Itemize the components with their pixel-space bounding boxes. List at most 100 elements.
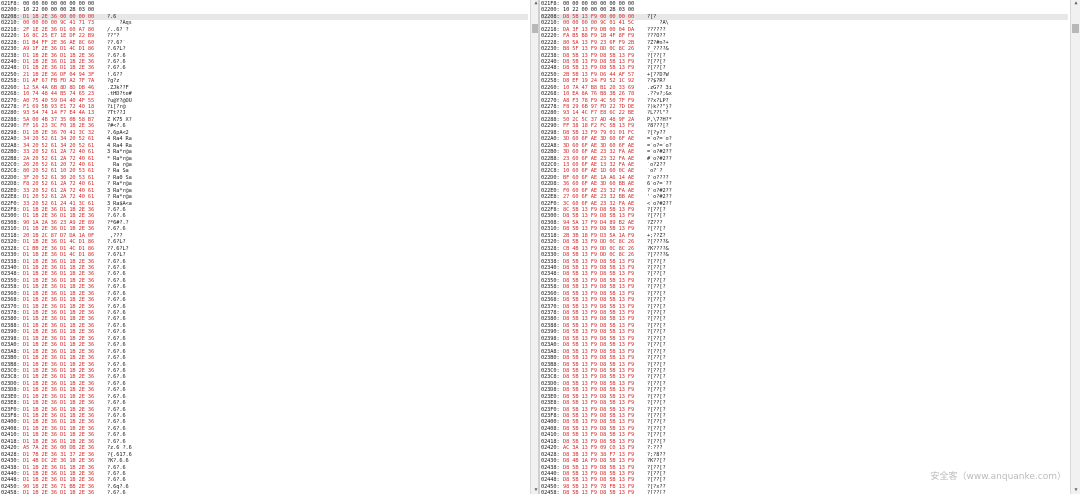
hex-row[interactable]: 02458: D1 1B 2E 36 D1 1B 2E 36 ?.6?.6 (1, 490, 528, 494)
hex-row[interactable]: 02240: D1 1B 2E 36 D1 1B 2E 36 ?.6?.6 (1, 59, 528, 65)
hex-row[interactable]: 02338: D1 1B 2E 36 D1 1B 2E 36 ?.6?.6 (1, 259, 528, 265)
hex-row[interactable]: 02278: F1 69 5B 93 E1 72 40 18 ?i[?r@ (1, 104, 528, 110)
hex-row[interactable]: 02280: 93 14 4C F7 E8 6C 22 BE ?L??l"? (541, 110, 1068, 116)
hex-row[interactable]: 023C0: D8 5B 13 F9 D8 5B 13 F9 ?[??[? (541, 368, 1068, 374)
hex-row[interactable]: 02308: 94 5A 17 F9 D4 89 B2 AE ?Z??? (541, 220, 1068, 226)
hex-row[interactable]: 02208: D1 1B 2E 36 00 00 00 00 ?.6 (1, 13, 528, 21)
hex-row[interactable]: 022B8: 2A 20 52 61 2A 72 40 61 * Ra*r@a (1, 156, 528, 162)
hex-row[interactable]: 02348: D8 5B 13 F9 D8 5B 13 F9 ?[??[? (541, 271, 1068, 277)
hex-row[interactable]: 022D0: 3F 20 52 61 30 20 53 61 ? Ra0 Sa (1, 175, 528, 181)
hex-row[interactable]: 023C8: D1 1B 2E 36 D1 1B 2E 36 ?.6?.6 (1, 374, 528, 380)
hex-row[interactable]: 021F8: 00 00 00 00 00 00 00 00 (1, 1, 528, 7)
right-hex-pane[interactable]: 021F8: 00 00 00 00 00 00 00 00 02200: 10 22… (540, 0, 1080, 494)
hex-row[interactable]: 02358: D1 1B 2E 36 D1 1B 2E 36 ?.6?.6 (1, 284, 528, 290)
hex-row[interactable]: 02388: D1 1B 2E 36 D1 1B 2E 36 ?.6?.6 (1, 323, 528, 329)
hex-row[interactable]: 022C0: 13 60 6F AE 13 32 FA AE `o?2?? (541, 162, 1068, 168)
hex-row[interactable]: 02368: D1 1B 2E 36 D1 1B 2E 36 ?.6?.6 (1, 297, 528, 303)
hex-row[interactable]: 02378: D8 5B 13 F9 D8 5B 13 F9 ?[??[? (541, 310, 1068, 316)
hex-row[interactable]: 02268: 10 EA 8A 76 B8 3B 26 78 .??v?;&x (541, 91, 1068, 97)
hex-row[interactable]: 022F8: 8C 5B 13 F9 D8 5B 13 F9 ?[??[? (541, 207, 1068, 213)
hex-row[interactable]: 02298: D8 5B 13 F9 79 01 01 FC ?[?y?? (541, 130, 1068, 136)
hex-row[interactable]: 023E0: D1 1B 2E 36 D1 1B 2E 36 ?.6?.6 (1, 394, 528, 400)
hex-row[interactable]: 023E8: D8 5B 13 F9 D8 5B 13 F9 ?[??[? (541, 400, 1068, 406)
hex-row[interactable]: 02450: 90 1B 2E 36 71 BB 2E 36 ?.6q?.6 (1, 484, 528, 490)
hex-row[interactable]: 023F0: D1 1B 2E 36 D1 1B 2E 36 ?.6?.6 (1, 407, 528, 413)
hex-row[interactable]: 02260: 12 5A 4A 6B 8D 8D DB 46 .ZJk??F (1, 85, 528, 91)
hex-row[interactable]: 02350: D8 5B 13 F9 D8 5B 13 F9 ?[??[? (541, 278, 1068, 284)
hex-row[interactable]: 022E0: F0 60 6F AE 23 32 FA AE ?`o?#2?? (541, 188, 1068, 194)
hex-row[interactable]: 02290: FF 16 23 3C F0 1B 2E 36 ?#<?.6 (1, 123, 528, 129)
hex-row[interactable]: 023B8: D1 1B 2E 36 D1 1B 2E 36 ?.6?.6 (1, 362, 528, 368)
hex-row[interactable]: 02270: A0 75 40 59 D4 40 4F 55 ?u@Y?@OU (1, 98, 528, 104)
hex-row[interactable]: 021F8: 00 00 00 00 00 00 00 00 (541, 1, 1068, 7)
hex-row[interactable]: 02410: D8 5B 13 F9 D8 5B 13 F9 ?[??[? (541, 432, 1068, 438)
hex-row[interactable]: 023D0: D8 5B 13 F9 D8 5B 13 F9 ?[??[? (541, 381, 1068, 387)
hex-row[interactable]: 02350: D1 1B 2E 36 D1 1B 2E 36 ?.6?.6 (1, 278, 528, 284)
hex-row[interactable]: 023A8: D1 1B 2E 36 D1 1B 2E 36 ?.6?.6 (1, 349, 528, 355)
hex-row[interactable]: 023E0: D8 5B 13 F9 D8 5B 13 F9 ?[??[? (541, 394, 1068, 400)
hex-row[interactable]: 02290: FF 38 18 F2 FC 5B 13 F9 ?8???[? (541, 123, 1068, 129)
hex-row[interactable]: 023F0: D8 5B 13 F9 D8 5B 13 F9 ?[??[? (541, 407, 1068, 413)
hex-row[interactable]: 02328: C1 BB 2E 36 D1 4C D1 86 ??.6?L? (1, 246, 528, 252)
hex-row[interactable]: 02430: D1 4B DC 2E 36 1B 2E 36 ?K?.6.6 (1, 458, 528, 464)
hex-row[interactable]: 02400: D1 1B 2E 36 D1 1B 2E 36 ?.6?.6 (1, 419, 528, 425)
hex-row[interactable]: 02448: D1 1B 2E 36 D1 1B 2E 36 ?.6?.6 (1, 477, 528, 483)
hex-row[interactable]: 02218: 2F 1E 2E 36 D1 60 A7 80 /..6?`? (1, 27, 528, 33)
hex-row[interactable]: 02370: D1 1B 2E 36 D1 1B 2E 36 ?.6?.6 (1, 304, 528, 310)
hex-row[interactable]: 02230: B8 5F 13 F9 DD 0C 8C 26 ?_????& (541, 46, 1068, 52)
hex-row[interactable]: 02238: D8 5B 13 F9 D8 5B 13 F9 ?[??[? (541, 53, 1068, 59)
hex-row[interactable]: 022D8: 36 60 6F AE 3D 60 BB AE 6`o?=`?? (541, 181, 1068, 187)
hex-row[interactable]: 02240: D8 5B 13 F9 D8 5B 13 F9 ?[??[? (541, 59, 1068, 65)
hex-row[interactable]: 023B0: D1 1B 2E 36 D1 1B 2E 36 ?.6?.6 (1, 355, 528, 361)
hex-row[interactable]: 02238: D1 1B 2E 36 D1 1B 2E 36 ?.6?.6 (1, 53, 528, 59)
hex-row[interactable]: 022B8: 23 60 6F AE 23 32 FA AE #`o?#2?? (541, 156, 1068, 162)
hex-row[interactable]: 02318: 2B 3B 18 F9 D3 5A 1A F9 +;??Z? (541, 233, 1068, 239)
hex-row[interactable]: 02330: D1 1B 2E 36 D1 4C D1 86 ?.6?L? (1, 252, 528, 258)
hex-row[interactable]: 02330: D8 5B 13 F9 DD 0C 8C 26 ?[????& (541, 252, 1068, 258)
hex-row[interactable]: 023B0: D8 5B 13 F9 D8 5B 13 F9 ?[??[? (541, 355, 1068, 361)
hex-row[interactable]: 02360: D1 1B 2E 36 D1 1B 2E 36 ?.6?.6 (1, 291, 528, 297)
hex-row[interactable]: 02418: D1 1B 2E 36 D1 1B 2E 36 ?.6?.6 (1, 439, 528, 445)
hex-row[interactable]: 02368: D8 5B 13 F9 D8 5B 13 F9 ?[??[? (541, 297, 1068, 303)
hex-row[interactable]: 02390: D8 5B 13 F9 D8 5B 13 F9 ?[??[? (541, 329, 1068, 335)
left-scroll-thumb[interactable] (532, 24, 539, 33)
hex-row[interactable]: 02320: D1 1B 2E 36 D1 4C D1 86 ?.6?L? (1, 239, 528, 245)
hex-row[interactable]: 02418: D8 5B 13 F9 D8 5B 13 F9 ?[??[? (541, 439, 1068, 445)
scroll-down-arrow-icon[interactable]: ▼ (534, 487, 538, 493)
left-hex-pane[interactable]: 021F8: 00 00 00 00 00 00 00 00 02200: 10 22… (0, 0, 540, 494)
hex-row[interactable]: 022A8: 3D 60 6F AE 3D 60 6F AE =`o?=`o? (541, 143, 1068, 149)
hex-row[interactable]: 02298: D1 1B 2E 36 70 41 3C 32 ?.6pA<2 (1, 130, 528, 136)
hex-row[interactable]: 02260: 10 7A 47 B8 B1 20 33 69 .zG?? 3i (541, 85, 1068, 91)
scroll-down-arrow-icon[interactable]: ▼ (1074, 487, 1078, 493)
hex-row[interactable]: 02340: D1 1B 2E 36 D1 1B 2E 36 ?.6?.6 (1, 265, 528, 271)
hex-row[interactable]: 022E0: 33 20 52 61 2A 72 40 61 3 Ra*r@a (1, 188, 528, 194)
hex-row[interactable]: 022B0: 33 20 52 61 2A 72 40 61 3 Ra*r@a (1, 149, 528, 155)
hex-row[interactable]: 023D0: D1 1B 2E 36 D1 1B 2E 36 ?.6?.6 (1, 381, 528, 387)
hex-row[interactable]: 02248: D1 1B 2E 36 D1 1B 2E 36 ?.6?.6 (1, 65, 528, 71)
scroll-up-arrow-icon[interactable]: ▲ (534, 0, 538, 6)
hex-row[interactable]: 023A8: D8 5B 13 F9 D8 5B 13 F9 ?[??[? (541, 349, 1068, 355)
hex-row[interactable]: 02278: F8 29 6B 97 FD 22 7D DE ?)k??"}? (541, 104, 1068, 110)
hex-row[interactable]: 02300: D1 1B 2E 36 D1 1B 2E 36 ?.6?.6 (1, 213, 528, 219)
hex-row[interactable]: 02310: D8 5B 13 F9 D8 5B 13 F9 ?[??[? (541, 226, 1068, 232)
hex-row[interactable]: 02200: 10 22 00 00 00 2B 03 00 (1, 7, 528, 13)
hex-row[interactable]: 02320: D8 5B 13 F9 DD 0C 8C 26 ?[????& (541, 239, 1068, 245)
hex-row[interactable]: 023C8: D8 5B 13 F9 D8 5B 13 F9 ?[??[? (541, 374, 1068, 380)
hex-row[interactable]: 02248: D8 5B 13 F9 D8 5B 13 F9 ?[??[? (541, 65, 1068, 71)
hex-row[interactable]: 022C0: 20 20 52 61 20 72 40 61 Ra r@a (1, 162, 528, 168)
hex-row[interactable]: 023E8: D1 1B 2E 36 D1 1B 2E 36 ?.6?.6 (1, 400, 528, 406)
hex-row[interactable]: 02220: FA B5 B8 F9 1B 4F 8F F9 ???O?? (541, 33, 1068, 39)
hex-row[interactable]: 02390: D1 1B 2E 36 D1 1B 2E 36 ?.6?.6 (1, 329, 528, 335)
hex-row[interactable]: 02380: D1 1B 2E 36 D1 1B 2E 36 ?.6?.6 (1, 316, 528, 322)
hex-row[interactable]: 02428: D1 7B 2E 36 31 37 2E 36 ?{.617.6 (1, 452, 528, 458)
hex-row[interactable]: 02400: D8 5B 13 F9 D8 5B 13 F9 ?[??[? (541, 419, 1068, 425)
hex-row[interactable]: 02370: D8 5B 13 F9 D8 5B 13 F9 ?[??[? (541, 304, 1068, 310)
hex-row[interactable]: 02200: 10 22 00 00 00 2B 03 00 (541, 7, 1068, 13)
hex-row[interactable]: 022A0: 3D 60 6F AE 3D 60 6F AE =`o?=`o? (541, 136, 1068, 142)
hex-row[interactable]: 02250: 21 1B 2E 36 DF 04 94 3F !.6?? (1, 72, 528, 78)
hex-row[interactable]: 02308: 90 1A 2A 36 23 A9 2E 89 ?*6#?.? (1, 220, 528, 226)
hex-row[interactable]: 02218: DA 3F 13 F9 DB 00 04 DA?????? (541, 27, 1068, 33)
hex-row[interactable]: 02378: D1 1B 2E 36 D1 1B 2E 36 ?.6?.6 (1, 310, 528, 316)
hex-row[interactable]: 022B0: 3D 60 6F AE 23 32 FA AE =`o?#2?? (541, 149, 1068, 155)
hex-row[interactable]: 02388: D8 5B 13 F9 D8 5B 13 F9 ?[??[? (541, 323, 1068, 329)
